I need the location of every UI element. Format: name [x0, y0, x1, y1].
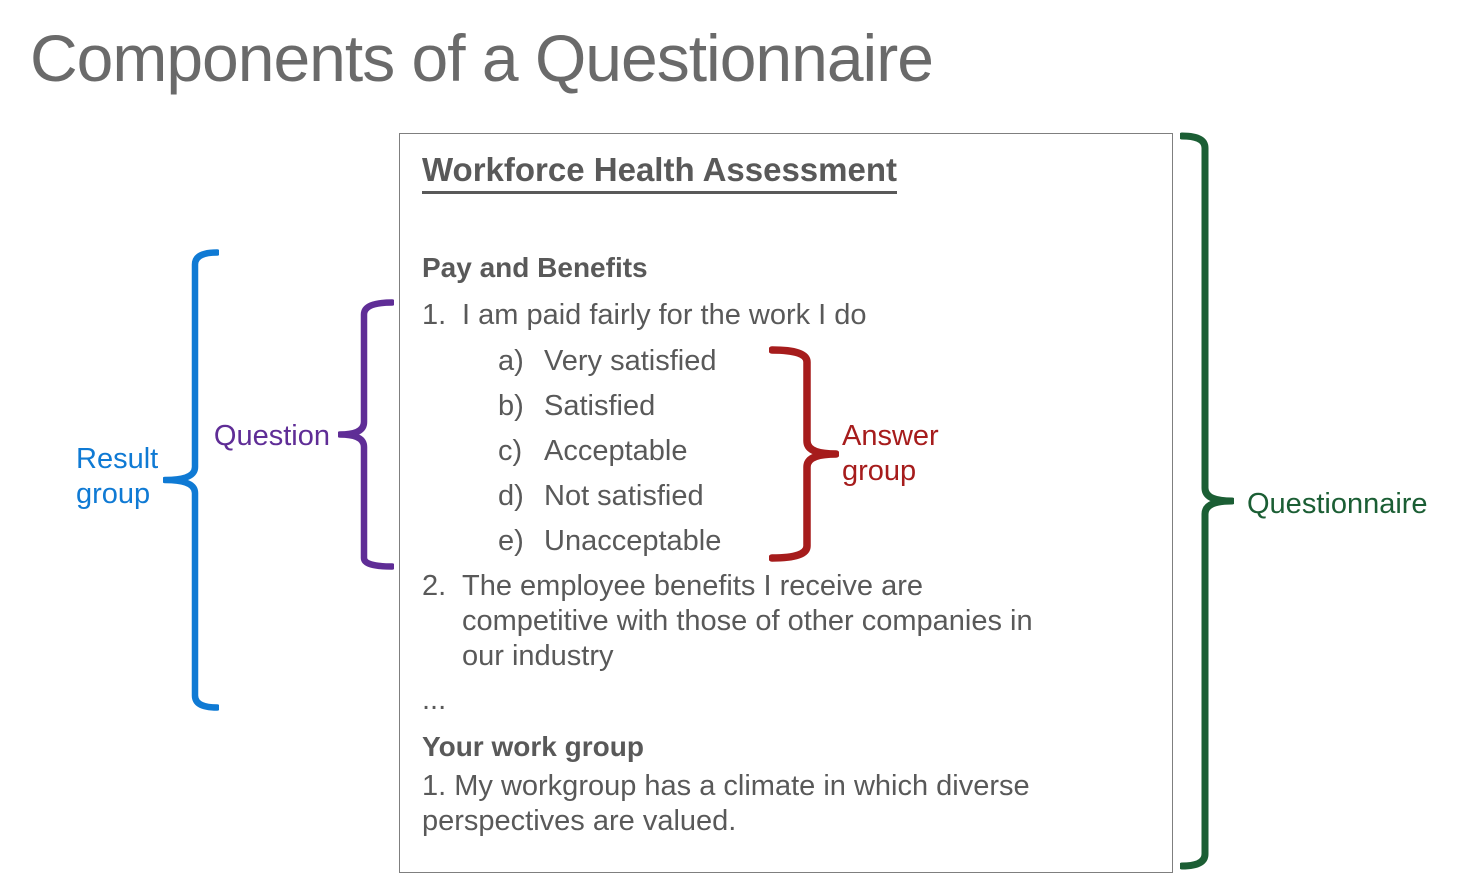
questionnaire-title: Workforce Health Assessment	[422, 152, 898, 194]
answer-option-e: e) Unacceptable	[498, 524, 1148, 559]
answer-option-d: d) Not satisfied	[498, 479, 1148, 514]
answer-option-a-text: Very satisfied	[544, 345, 717, 377]
question-2: 2. The employee benefits I receive are c…	[422, 569, 1148, 674]
question-1: 1. I am paid fairly for the work I do	[422, 298, 1148, 333]
answer-group-brace	[769, 346, 839, 562]
question-2-number: 2.	[422, 570, 447, 602]
question-1-number: 1.	[422, 299, 447, 331]
ellipsis: ...	[422, 684, 447, 716]
question-1-text: I am paid fairly for the work I do	[462, 299, 867, 331]
answer-option-a: a) Very satisfied	[498, 344, 1148, 379]
answer-option-e-letter: e)	[498, 525, 524, 557]
answer-option-c-letter: c)	[498, 435, 523, 467]
answer-option-c-text: Acceptable	[544, 435, 688, 467]
answer-option-b-letter: b)	[498, 390, 524, 422]
answer-option-c: c) Acceptable	[498, 434, 1148, 469]
work-group-question-text: 1. My workgroup has a climate in which d…	[422, 770, 1030, 837]
slide-title: Components of a Questionnaire	[30, 21, 934, 95]
answer-option-d-text: Not satisfied	[544, 480, 704, 512]
question-brace	[338, 299, 394, 570]
answer-option-a-letter: a)	[498, 345, 524, 377]
answer-option-b-text: Satisfied	[544, 390, 656, 422]
question-label: Question	[213, 420, 330, 452]
section-heading-pay-and-benefits: Pay and Benefits	[422, 252, 648, 283]
result-group-label: Result group	[76, 443, 159, 510]
section-heading-your-work-group: Your work group	[422, 731, 644, 762]
answer-option-b: b) Satisfied	[498, 389, 1148, 424]
answer-option-e-text: Unacceptable	[544, 525, 722, 557]
question-2-text: The employee benefits I receive are comp…	[462, 570, 1033, 672]
questionnaire-label: Questionnaire	[1247, 488, 1428, 520]
questionnaire-brace	[1180, 132, 1234, 870]
questionnaire-box: Workforce Health Assessment Pay and Bene…	[399, 133, 1173, 873]
result-group-brace	[163, 249, 219, 711]
answer-group-label: Answer group	[842, 420, 939, 487]
answer-option-d-letter: d)	[498, 480, 524, 512]
answer-list: a) Very satisfied b) Satisfied c) Accept…	[422, 344, 1148, 559]
